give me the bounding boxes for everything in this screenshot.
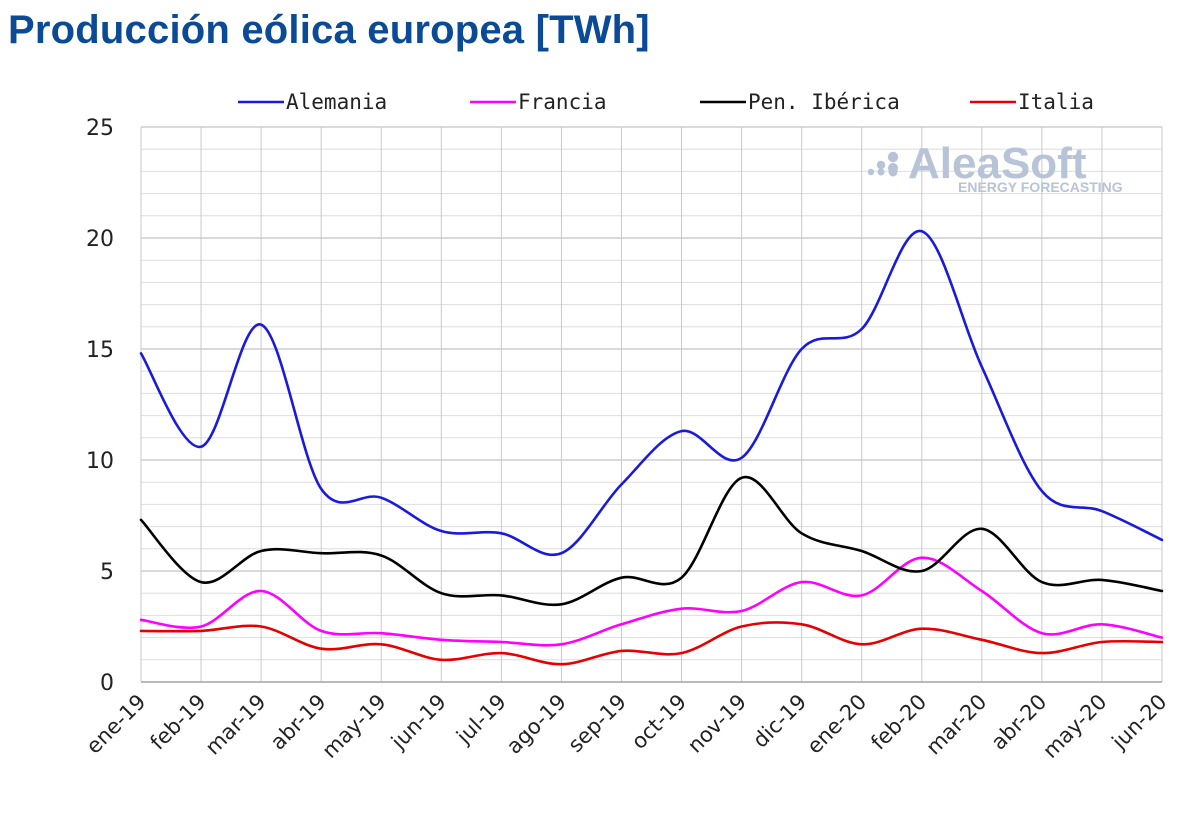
x-tick-label: nov-19: [683, 690, 751, 758]
y-tick-label: 0: [100, 671, 114, 696]
logo-dot: [887, 151, 899, 163]
y-axis-ticks: 0 5 10 15 20 25: [86, 116, 114, 696]
x-tick-label: mar-20: [921, 690, 991, 760]
logo-dot: [867, 168, 875, 176]
x-tick-label: jun-19: [386, 690, 451, 755]
y-tick-label: 25: [86, 116, 114, 141]
series-line-italia: [139, 621, 1164, 666]
logo-dot: [876, 160, 886, 170]
logo-dot: [888, 167, 898, 177]
x-tick-label: jun-20: [1107, 690, 1172, 755]
y-tick-label: 15: [86, 338, 114, 363]
logo-dots-icon: [867, 151, 899, 177]
legend-label: Francia: [518, 90, 607, 114]
y-tick-label: 10: [86, 449, 114, 474]
logo-dot: [877, 168, 885, 176]
x-tick-label: dic-19: [748, 690, 811, 753]
legend-label: Italia: [1018, 90, 1094, 114]
series-line-francia: [139, 556, 1164, 647]
chart-title: Producción eólica europea [TWh]: [8, 8, 650, 52]
aleasoft-watermark: AleaSoft ENERGY FORECASTING: [867, 139, 1123, 195]
x-tick-label: mar-19: [201, 690, 271, 760]
legend-label: Pen. Ibérica: [748, 90, 900, 114]
x-tick-label: ago-19: [502, 690, 571, 759]
x-tick-label: feb-19: [146, 690, 211, 755]
series-line-alemania: [139, 229, 1164, 557]
legend: Alemania Francia Pen. Ibérica Italia: [238, 90, 1094, 114]
watermark-tagline: ENERGY FORECASTING: [958, 179, 1123, 195]
legend-label: Alemania: [286, 90, 387, 114]
y-tick-label: 5: [100, 560, 114, 585]
watermark-brand: AleaSoft: [908, 139, 1087, 188]
x-tick-label: feb-20: [866, 690, 931, 755]
y-tick-label: 20: [86, 227, 114, 252]
x-tick-label: ene-19: [82, 690, 151, 759]
x-tick-label: sep-19: [563, 690, 631, 758]
series-lines: [139, 229, 1164, 666]
x-tick-label: oct-19: [627, 690, 691, 754]
x-tick-label: may-20: [1038, 690, 1111, 763]
x-tick-label: ene-20: [802, 690, 871, 759]
series-line-pen-iberica: [139, 475, 1164, 607]
x-tick-label: may-19: [317, 690, 390, 763]
plot-grid: [140, 126, 1163, 683]
